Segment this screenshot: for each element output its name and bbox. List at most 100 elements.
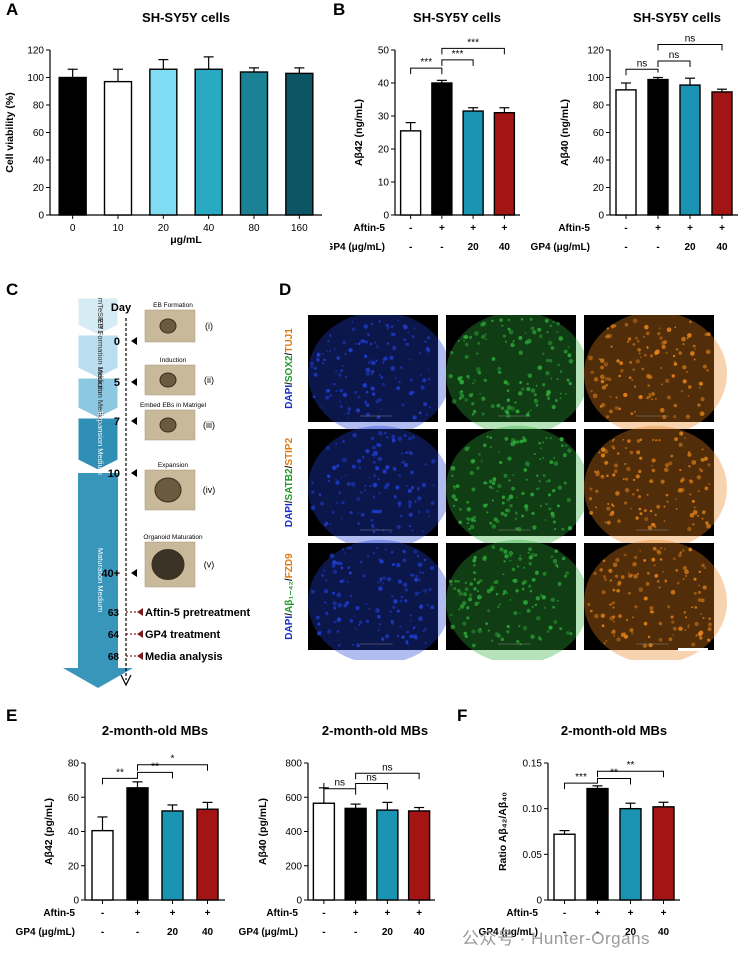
bar [344,807,367,901]
cell-signal [644,517,649,522]
cell-signal [476,352,479,355]
cell-signal [653,525,657,529]
cell-signal [412,627,415,630]
significance-label: ** [627,760,635,771]
condition-label: GP4 (μg/mL) [16,927,75,938]
marker-label-part: DAPI [284,385,295,409]
cell-signal [464,397,469,402]
cell-signal [516,496,518,499]
condition-value: - [136,927,139,938]
cell-signal [367,361,371,365]
cell-signal [432,484,435,487]
cell-signal [639,395,642,398]
cell-signal [509,599,512,601]
cell-signal [547,493,552,497]
cell-signal [672,557,676,561]
cell-signal [428,369,430,371]
cell-signal [336,617,342,622]
cell-signal [539,504,542,507]
cell-signal [643,335,645,338]
condition-value: - [322,908,325,919]
cell-signal [688,479,691,482]
cell-signal [638,469,642,474]
cell-signal [600,447,606,452]
cell-signal [615,491,620,496]
cell-signal [332,465,337,471]
significance-label: ns [382,762,393,773]
cell-signal [358,466,362,469]
cell-signal [685,370,688,373]
cell-signal [611,503,614,506]
cell-signal [349,618,354,623]
cell-signal [682,379,687,384]
cell-signal [473,587,477,591]
treatment-day: 64 [108,630,120,641]
cell-signal [459,507,462,511]
micrograph-panel [308,543,438,650]
cell-signal [401,403,405,407]
cell-signal [411,529,414,532]
cell-signal [542,474,546,478]
cell-signal [370,386,375,391]
organoid-body [159,372,177,388]
y-tick-label: 120 [587,46,604,57]
cell-signal [503,549,508,554]
condition-label: GP4 (μg/mL) [531,242,590,253]
cell-signal [394,469,397,472]
bar [652,806,675,901]
bar [407,810,431,901]
cell-signal [625,477,629,481]
cell-signal [700,630,702,633]
cell-signal [706,368,710,372]
cell-signal [606,415,610,419]
cell-signal [468,593,473,597]
cell-signal [497,370,501,374]
condition-value: - [563,927,566,938]
cell-signal [517,391,523,396]
cell-signal [320,501,325,506]
cell-signal [547,479,551,483]
cell-signal [328,334,332,337]
chart-title: 2-month-old MBs [322,723,428,738]
cell-signal [323,607,326,610]
cell-signal [408,524,412,528]
cell-signal [512,340,515,343]
cell-signal [668,461,673,466]
maturation-arrow [63,473,133,688]
cell-signal [408,450,413,455]
cell-signal [702,510,706,514]
x-tick-label: 0 [70,223,76,234]
cell-signal [647,384,650,387]
cell-signal [333,606,337,610]
cell-signal [590,390,593,393]
cell-signal [519,612,521,615]
cell-signal [422,378,427,383]
cell-signal [340,517,343,520]
cell-signal [494,479,496,482]
significance-label: ns [334,778,345,789]
cell-signal [346,482,351,486]
cell-signal [615,557,620,563]
cell-signal [454,497,458,502]
cell-signal [508,494,514,500]
cell-signal [471,459,476,463]
cell-signal [360,512,365,517]
cell-signal [559,392,562,395]
significance-bracket [137,771,173,779]
cell-signal [372,482,378,488]
cell-signal [665,463,670,468]
cell-signal [377,456,382,462]
cell-signal [452,504,456,507]
cell-signal [700,397,705,402]
cell-signal [420,374,423,377]
cell-signal [636,339,640,343]
stage-roman: (iv) [203,485,216,495]
significance-bracket [137,764,208,771]
cell-signal [351,320,354,323]
cell-signal [331,510,335,515]
cell-signal [520,318,524,321]
cell-signal [418,591,421,594]
cell-signal [412,435,415,439]
cell-signal [646,373,651,379]
cell-signal [636,488,639,492]
